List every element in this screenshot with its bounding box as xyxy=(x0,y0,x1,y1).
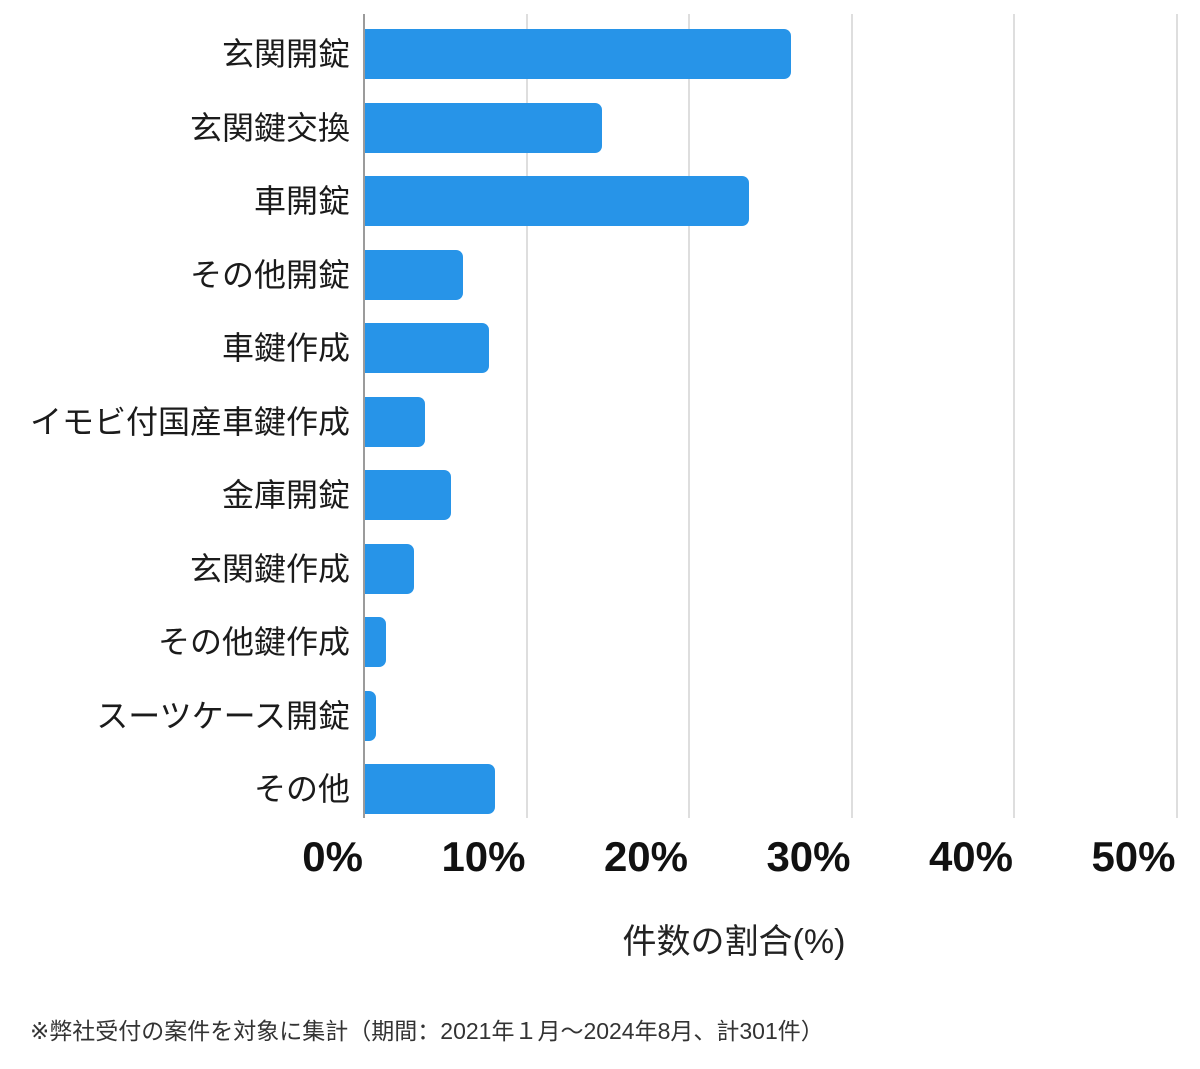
category-label: 玄関鍵作成 xyxy=(189,550,350,587)
bar xyxy=(365,470,452,520)
bar xyxy=(365,396,426,447)
category-label: イモビ付国産車鍵作成 xyxy=(29,403,350,440)
category-label: その他 xyxy=(253,771,350,807)
bar xyxy=(365,690,377,741)
x-tick-label: 30% xyxy=(766,833,851,880)
x-axis-title: 件数の割合(%) xyxy=(622,923,846,961)
bar xyxy=(365,29,791,79)
category-label: 車開錠 xyxy=(253,183,350,219)
bar xyxy=(365,543,414,594)
bar xyxy=(365,102,603,153)
x-tick-label: 40% xyxy=(928,833,1013,880)
gridline xyxy=(850,14,853,818)
category-label: 金庫開錠 xyxy=(221,477,350,513)
category-label: スーツケース開錠 xyxy=(96,697,350,734)
category-label: 車鍵作成 xyxy=(221,330,350,366)
x-tick-label: 0% xyxy=(302,833,363,880)
x-tick-label: 20% xyxy=(603,833,688,880)
gridline xyxy=(525,14,528,818)
footnote: ※弊社受付の案件を対象に集計（期間：2021年１月～2024年8月、計301件） xyxy=(30,1018,824,1044)
category-label: その他鍵作成 xyxy=(157,624,350,660)
bar xyxy=(365,764,495,814)
category-label: 玄関鍵交換 xyxy=(189,109,350,146)
bar xyxy=(365,176,749,226)
x-tick-label: 10% xyxy=(441,833,526,880)
bar xyxy=(365,249,463,300)
category-label: その他開錠 xyxy=(189,256,350,293)
gridline xyxy=(1175,14,1178,818)
bar xyxy=(365,323,489,373)
gridline xyxy=(1013,14,1015,818)
plot-area xyxy=(363,14,1178,818)
bar xyxy=(365,617,387,667)
category-label: 玄関開錠 xyxy=(221,36,350,72)
y-axis-line xyxy=(363,14,365,818)
gridline xyxy=(688,14,690,818)
x-tick-label: 50% xyxy=(1091,833,1176,880)
